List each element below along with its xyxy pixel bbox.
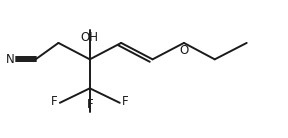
Text: F: F <box>122 95 129 108</box>
Text: N: N <box>6 53 15 66</box>
Text: F: F <box>86 99 93 112</box>
Text: OH: OH <box>81 31 99 44</box>
Text: O: O <box>179 44 189 57</box>
Text: F: F <box>51 95 58 108</box>
